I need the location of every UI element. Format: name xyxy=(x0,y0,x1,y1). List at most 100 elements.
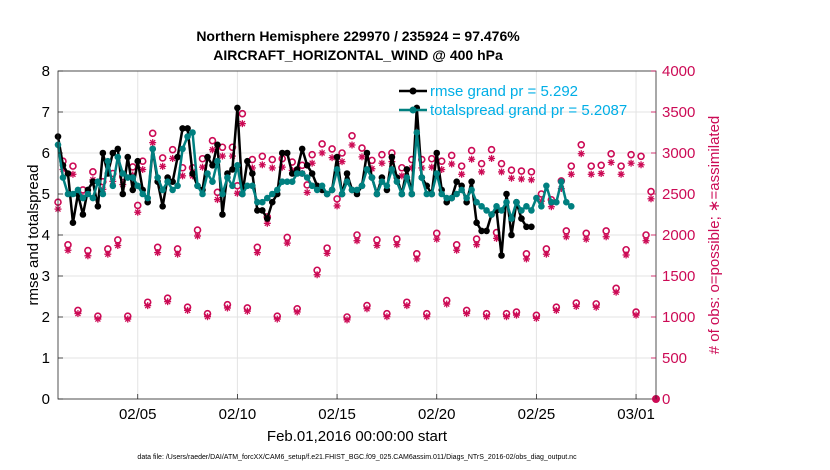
assimilated-marker xyxy=(612,288,620,296)
assimilated-marker xyxy=(587,170,595,178)
assimilated-marker xyxy=(562,233,570,241)
totalspread-point xyxy=(323,190,331,198)
totalspread-point xyxy=(538,203,545,210)
assimilated-marker xyxy=(393,241,401,249)
possible-marker xyxy=(69,162,77,170)
totalspread-point xyxy=(174,182,181,190)
totalspread-point xyxy=(548,198,555,206)
totalspread-point xyxy=(74,186,82,194)
totalspread-point xyxy=(84,190,92,198)
totalspread-point xyxy=(358,182,366,190)
assimilated-marker xyxy=(527,176,535,184)
rmse-point xyxy=(119,190,127,198)
totalspread-point xyxy=(558,178,565,185)
totalspread-point xyxy=(59,174,67,181)
y2-tick-label: 3000 xyxy=(662,145,695,162)
rmse-point xyxy=(134,157,142,165)
assimilated-marker xyxy=(64,246,72,254)
x-tick-label: 03/01 xyxy=(617,406,655,423)
totalspread-point xyxy=(508,215,515,222)
totalspread-point xyxy=(423,190,431,198)
totalspread-point xyxy=(104,157,112,165)
assimilated-marker xyxy=(577,150,585,158)
assimilated-marker xyxy=(542,250,550,258)
totalspread-point xyxy=(64,190,72,198)
assimilated-marker xyxy=(323,249,331,257)
assimilated-marker xyxy=(602,233,610,241)
totalspread-point xyxy=(94,178,102,185)
y-tick-label: 3 xyxy=(42,268,50,285)
possible-marker xyxy=(318,140,326,148)
totalspread-point xyxy=(214,157,221,165)
y-tick-label: 1 xyxy=(42,350,50,367)
rmse-point xyxy=(159,203,166,210)
totalspread-point xyxy=(488,211,495,218)
rmse-point xyxy=(189,170,196,177)
rmse-point xyxy=(278,149,286,157)
assimilated-marker xyxy=(343,316,351,324)
totalspread-point xyxy=(353,186,361,194)
totalspread-point xyxy=(318,182,326,190)
totalspread-point xyxy=(134,182,142,190)
rmse-point xyxy=(99,149,107,157)
possible-marker xyxy=(133,201,142,210)
chart-subtitle: AIRCRAFT_HORIZONTAL_WIND @ 400 hPa xyxy=(213,47,503,63)
possible-marker xyxy=(268,155,277,164)
assimilated-marker xyxy=(597,169,605,177)
possible-marker xyxy=(587,162,596,170)
assimilated-marker xyxy=(582,235,590,243)
totalspread-point xyxy=(273,186,281,194)
totalspread-point xyxy=(383,182,391,190)
y2-tick-label: 2500 xyxy=(662,186,695,203)
possible-marker xyxy=(617,162,625,170)
rmse-point xyxy=(528,223,535,231)
rmse-point xyxy=(298,145,306,153)
assimilated-marker xyxy=(532,314,540,322)
possible-marker xyxy=(597,161,605,170)
possible-marker xyxy=(158,154,167,162)
totalspread-point xyxy=(333,166,341,173)
totalspread-point xyxy=(298,170,306,177)
totalspread-point xyxy=(433,170,441,177)
totalspread-point xyxy=(154,174,161,181)
y2-tick-label: 3500 xyxy=(662,104,695,121)
assimilated-marker xyxy=(318,149,326,157)
y-tick-label: 2 xyxy=(42,309,50,326)
possible-marker xyxy=(457,162,466,170)
assimilated-marker xyxy=(164,298,172,306)
rmse-point xyxy=(523,223,530,231)
rmse-point xyxy=(483,227,490,235)
totalspread-point xyxy=(443,194,451,202)
y2-tick-label: 500 xyxy=(662,350,687,367)
x-axis-label: Feb.01,2016 00:00:00 start xyxy=(267,428,448,445)
totalspread-point xyxy=(463,194,470,202)
totalspread-point xyxy=(283,178,291,185)
rmse-point xyxy=(303,162,311,169)
rmse-point xyxy=(89,178,97,185)
assimilated-marker xyxy=(94,315,102,323)
rmse-point xyxy=(209,162,216,169)
legend: rmse grand pr = 5.292 totalspread grand … xyxy=(399,83,627,119)
possible-marker xyxy=(148,129,157,138)
rmse-point xyxy=(249,170,256,177)
assimilated-marker xyxy=(348,141,356,149)
assimilated-marker xyxy=(358,153,366,161)
totalspread-point xyxy=(543,182,550,190)
possible-marker xyxy=(258,152,267,161)
x-tick-label: 02/15 xyxy=(318,406,356,423)
possible-marker xyxy=(527,168,536,176)
footnote: data file: /Users/raeder/DAI/ATM_forcXX/… xyxy=(137,454,577,461)
possible-marker xyxy=(577,141,586,149)
totalspread-point xyxy=(428,190,436,198)
assimilated-marker xyxy=(478,168,486,176)
y-tick-label: 8 xyxy=(42,63,50,80)
totalspread-point xyxy=(199,190,206,198)
y-tick-label: 0 xyxy=(42,391,50,408)
rmse-point xyxy=(244,157,251,165)
assimilated-marker xyxy=(483,313,491,321)
totalspread-point xyxy=(393,178,401,185)
assimilated-marker xyxy=(154,249,162,257)
assimilated-marker xyxy=(258,161,266,169)
assimilated-marker xyxy=(293,308,301,316)
totalspread-point xyxy=(179,145,186,153)
